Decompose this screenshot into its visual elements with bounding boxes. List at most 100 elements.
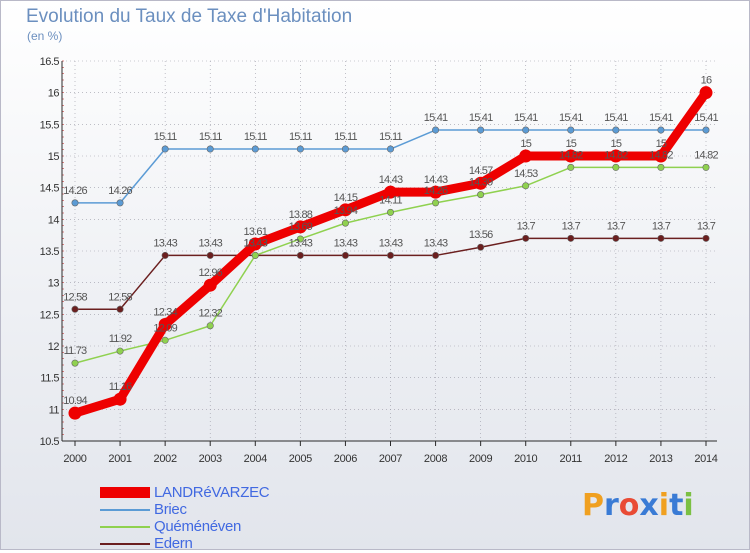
data-label-edern: 13.43 [289,237,313,249]
y-tick-label: 15.5 [40,119,60,131]
x-tick-label: 2004 [244,453,267,465]
legend-swatch-landrevarzec [100,487,150,498]
data-point-edern [206,251,214,259]
data-label-edern: 12.58 [108,291,132,303]
data-label-briec: 15.41 [649,112,673,124]
data-label-landrevarzec: 14.43 [424,174,448,186]
data-point-briec [71,199,79,207]
data-label-edern: 13.43 [153,237,177,249]
data-label-briec: 15.11 [379,131,402,143]
data-label-edern: 13.7 [652,220,671,232]
data-label-briec: 15.41 [469,112,493,124]
y-tick-label: 12 [48,341,60,353]
data-point-landrevarzec [699,86,713,100]
y-tick-label: 16.5 [40,56,60,68]
x-tick-label: 2013 [649,453,672,465]
data-point-briec [567,126,575,134]
data-label-quemeneven: 14.82 [604,149,628,161]
data-label-quemeneven: 13.69 [289,221,313,233]
data-point-briec [522,126,530,134]
data-point-quemeneven [206,322,214,330]
data-label-edern: 13.43 [379,237,403,249]
data-label-landrevarzec: 12.96 [198,267,222,279]
data-point-landrevarzec [474,176,488,190]
data-point-landrevarzec [338,203,352,217]
data-point-quemeneven [341,219,349,227]
data-label-quemeneven: 13.94 [334,205,358,217]
data-point-edern [341,251,349,259]
data-point-landrevarzec [564,149,578,163]
data-point-briec [296,145,304,153]
proxiti-logo: Proxiti [582,488,694,523]
x-tick-label: 2002 [154,453,177,465]
data-label-briec: 15.11 [154,131,177,143]
data-point-quemeneven [612,163,620,171]
data-label-landrevarzec: 15 [611,138,622,150]
data-label-edern: 13.56 [469,229,493,241]
data-point-briec [612,126,620,134]
data-label-briec: 15.41 [604,112,628,124]
data-point-quemeneven [657,163,665,171]
data-label-briec: 15.41 [514,112,538,124]
data-label-landrevarzec: 15 [565,138,576,150]
data-label-quemeneven: 12.32 [198,308,222,320]
data-point-landrevarzec [113,392,127,406]
data-label-edern: 13.7 [697,220,716,232]
data-point-landrevarzec [248,237,262,251]
data-label-landrevarzec: 16 [701,75,712,87]
legend-label-quemeneven: Quéménéven [154,518,242,535]
data-point-edern [702,234,710,242]
y-tick-label: 14 [48,214,60,226]
data-point-edern [567,234,575,242]
data-label-landrevarzec: 14.43 [379,174,403,186]
legend-swatch-briec [100,509,150,511]
data-label-quemeneven: 14.39 [469,177,493,189]
data-point-briec [657,126,665,134]
data-label-edern: 13.43 [244,237,268,249]
data-point-edern [522,234,530,242]
x-tick-label: 2012 [604,453,627,465]
x-tick-label: 2007 [379,453,402,465]
y-tick-label: 11.5 [40,373,59,385]
logo-letter: t [669,488,684,523]
data-point-quemeneven [71,359,79,367]
data-label-quemeneven: 14.11 [379,194,402,206]
chart-title: Evolution du Taux de Taxe d'Habitation [26,6,353,27]
data-label-briec: 15.41 [559,112,583,124]
x-tick-label: 2006 [334,453,357,465]
data-label-edern: 13.43 [198,237,222,249]
y-tick-label: 10.5 [40,436,60,448]
data-label-landrevarzec: 15 [656,138,667,150]
data-label-quemeneven: 14.82 [694,149,718,161]
data-point-briec [477,126,485,134]
data-point-quemeneven [296,235,304,243]
data-point-edern [477,243,485,251]
data-point-quemeneven [702,163,710,171]
data-label-quemeneven: 13.43 [244,237,268,249]
data-point-quemeneven [522,182,530,190]
y-tick-label: 14.5 [40,183,60,195]
data-point-quemeneven [432,199,440,207]
data-label-edern: 13.7 [607,220,626,232]
unit-label: (en %) [27,29,63,43]
data-point-landrevarzec [519,149,533,163]
logo-letter: i [658,488,670,523]
data-point-briec [341,145,349,153]
y-tick-label: 16 [48,88,60,100]
data-point-quemeneven [477,191,485,199]
data-label-landrevarzec: 13.61 [244,226,268,238]
data-label-landrevarzec: 14.57 [469,165,493,177]
data-point-briec [386,145,394,153]
data-point-briec [432,126,440,134]
x-tick-label: 2005 [289,453,312,465]
data-label-briec: 14.26 [108,185,132,197]
logo-letter: o [618,488,640,523]
data-label-briec: 15.11 [199,131,222,143]
y-tick-label: 12.5 [40,309,60,321]
data-point-quemeneven [386,208,394,216]
data-point-briec [161,145,169,153]
data-label-edern: 13.43 [424,237,448,249]
data-point-edern [657,234,665,242]
data-point-briec [702,126,710,134]
